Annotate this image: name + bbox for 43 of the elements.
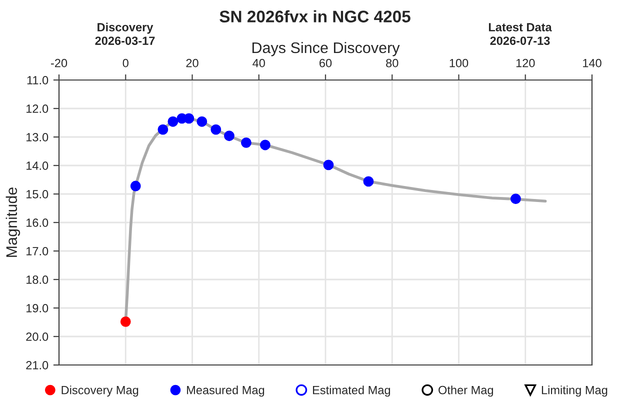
point	[196, 116, 208, 127]
point	[224, 130, 234, 142]
point	[158, 124, 168, 135]
y-tick-label: 12.0	[26, 104, 48, 113]
point	[241, 137, 252, 148]
y-tick-label: 13.0	[26, 133, 48, 142]
point	[510, 194, 521, 204]
legend-label: Estimated Mag	[313, 386, 390, 397]
legend-label: Other Mag	[438, 386, 494, 397]
legend-label: Limiting Mag	[542, 386, 608, 397]
x-tick-label: 60	[320, 58, 332, 68]
x-axis-title: Days Since Discovery	[252, 42, 400, 56]
y-tick-label: 16.0	[26, 218, 48, 227]
point	[184, 113, 194, 124]
legend-label: Measured Mag	[187, 386, 264, 397]
y-tick-label: 17.0	[26, 247, 48, 256]
point	[168, 116, 178, 127]
x-tick-label: -20	[50, 58, 68, 68]
point	[210, 124, 222, 135]
legend-label: Discovery Mag	[62, 386, 138, 397]
y-tick-label: 20.0	[26, 332, 48, 341]
x-tick-label: 20	[186, 58, 198, 68]
point	[363, 176, 374, 187]
y-tick-label: 11.0	[27, 76, 48, 84]
y-tick-label: 19.0	[26, 304, 48, 312]
text: Latest Data 2026-07-13	[488, 23, 552, 45]
point	[323, 160, 334, 170]
y-tick-label: 14.0	[26, 162, 48, 170]
y-tick-label: 15.0	[26, 190, 48, 198]
y-tick-label: 21.0	[26, 361, 48, 370]
point	[120, 316, 131, 327]
y-axis-title: Magnitude	[6, 188, 20, 257]
x-tick-label: 40	[252, 58, 265, 68]
point	[130, 180, 141, 192]
text: Discovery 2026-03-17	[95, 22, 155, 45]
chart-title: SN 2026fvx in NGC 4205	[220, 10, 410, 22]
x-tick-label: 80	[386, 58, 398, 68]
y-tick-label: 18.0	[26, 276, 48, 284]
point	[260, 140, 270, 150]
x-tick-label: 120	[516, 58, 535, 68]
x-tick-label: 0	[122, 58, 128, 68]
x-tick-label: 100	[450, 58, 468, 68]
x-tick-label: 140	[583, 58, 602, 68]
